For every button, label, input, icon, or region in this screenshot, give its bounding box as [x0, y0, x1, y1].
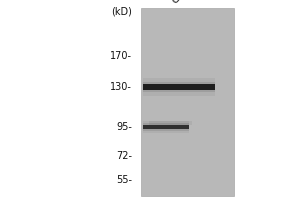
Bar	[142, 121, 189, 133]
Bar	[142, 84, 214, 90]
Text: (kD): (kD)	[111, 6, 132, 16]
Text: 95-: 95-	[116, 122, 132, 132]
Bar	[142, 125, 189, 129]
Bar	[142, 123, 189, 131]
Bar	[141, 8, 234, 196]
Bar	[142, 82, 214, 92]
Text: COS7: COS7	[169, 0, 197, 5]
Text: 170-: 170-	[110, 51, 132, 61]
Bar	[148, 121, 192, 125]
Text: 55-: 55-	[116, 175, 132, 185]
Text: 130-: 130-	[110, 82, 132, 92]
Text: 72-: 72-	[116, 151, 132, 161]
Bar	[142, 78, 214, 96]
